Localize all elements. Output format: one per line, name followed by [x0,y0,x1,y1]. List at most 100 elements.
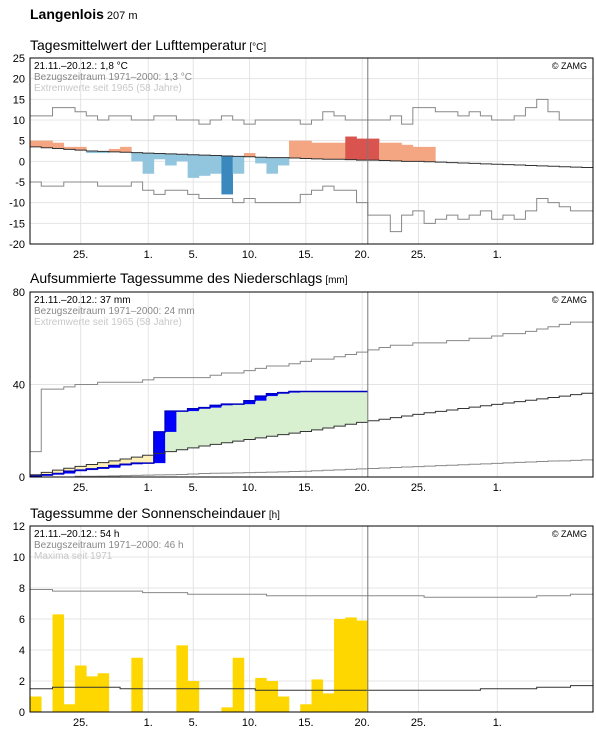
temp-anomaly-bar [52,142,65,149]
sun-daily-bar [75,665,87,712]
temp-xtick-label: 10. [242,249,257,261]
temp-anomaly-bar [108,148,121,152]
prec-deviation-area [311,391,324,430]
temp-ytick-label: 10 [13,115,25,127]
prec-xtick-label: 25. [411,482,426,494]
temp-info-line: Extremwerte seit 1965 (58 Jahre) [34,83,182,94]
temp-anomaly-bar [75,146,87,151]
sun-daily-bar [131,657,143,712]
temp-info-line: 21.11.–20.12.: 1,8 °C [34,61,128,72]
sun-daily-bar [187,681,200,712]
temp-xtick-label: 25. [73,249,88,261]
sun-copyright: © ZAMG [552,529,587,539]
prec-deviation-area [131,457,143,464]
prec-deviation-area [198,407,211,447]
precipitation-title-text: Aufsummierte Tagessumme des Niederschlag… [30,270,323,286]
sun-daily-bar [63,704,76,712]
prec-daily-increment [266,393,279,397]
prec-xtick-label: 5. [189,482,198,494]
sun-xtick-label: 25. [411,717,426,729]
sun-info-line: Bezugszeitraum 1971–2000: 46 h [34,540,184,551]
prec-deviation-area [41,472,53,475]
prec-daily-increment [153,431,166,464]
sun-xtick-label: 15. [298,717,313,729]
sun-daily-bar [97,673,110,712]
temp-ytick-label: 5 [19,136,25,148]
prec-deviation-area [300,391,312,432]
temp-anomaly-bar [322,142,335,160]
temp-anomaly-bar [131,152,143,162]
prec-copyright: © ZAMG [552,295,587,305]
temp-xtick-label: 20. [355,249,370,261]
temp-climate-mean-line [30,146,593,169]
temp-anomaly-bar [300,140,312,159]
prec-deviation-area [142,455,155,464]
temp-anomaly-bar [311,142,324,159]
prec-xtick-label: 1. [144,482,153,494]
prec-ytick-label: 80 [13,287,25,299]
sun-daily-bar [255,677,267,712]
prec-deviation-area [334,391,346,427]
prec-daily-increment [255,396,267,401]
sun-daily-bar [311,679,324,712]
sun-daily-bar [86,676,98,712]
prec-extreme-min-line [30,459,593,478]
temp-anomaly-bar [63,146,76,150]
sun-ytick-label: 2 [19,676,25,688]
sun-info-line: Maxima seit 1971 [34,551,113,562]
prec-deviation-area [86,464,98,469]
station-title: Langenlois 207 m [30,6,137,22]
sun-daily-bar [356,620,369,712]
prec-deviation-area [322,391,335,428]
sun-ytick-label: 0 [19,707,25,719]
prec-daily-increment [63,471,76,474]
prec-deviation-area [176,411,188,450]
temp-plot-border [29,57,594,245]
temp-anomaly-bar [277,157,290,166]
temp-ytick-label: -15 [9,218,25,230]
sun-daily-bar [334,619,346,712]
prec-deviation-area [356,391,369,423]
prec-deviation-area [108,460,121,466]
temp-anomaly-bar [412,146,425,162]
temp-copyright: © ZAMG [552,61,587,71]
temp-ytick-label: 15 [13,94,25,106]
temp-anomaly-bar [120,146,132,153]
precipitation-chart: 80 40 0 25. 1. 5. 10. 15. 20. 25. 1. © ZAMG 21.11.–2… [13,287,594,494]
temp-anomaly-bar [86,151,98,154]
station-elevation: 207 m [106,10,138,22]
prec-deviation-area [63,468,76,472]
prec-daily-increment [210,405,222,408]
temp-info-line: Bezugszeitraum 1971–2000: 1,3 °C [34,72,192,83]
temp-anomaly-bar [367,138,380,161]
prec-ytick-label: 40 [13,380,25,392]
prec-deviation-area [187,408,200,448]
prec-info-line: 21.11.–20.12.: 37 mm [34,295,131,306]
sun-ytick-label: 12 [13,521,25,533]
temp-anomaly-bar [198,155,211,176]
temp-extreme-max-line [30,98,593,125]
prec-xtick-label: 20. [355,482,370,494]
sun-ytick-label: 4 [19,645,25,657]
temp-ytick-label: 20 [13,74,25,86]
temp-xtick-label: 15. [298,249,313,261]
temp-ytick-label: 0 [19,156,25,168]
sun-xtick-label: 10. [242,717,257,729]
sun-plot-border [29,525,594,713]
sunshine-chart: 12 10 8 6 4 2 0 25. 1. 5. 10. 15. 20. 25. 1. © ZAMG 21.1… [13,521,594,729]
temp-anomaly-bar [401,144,414,162]
sun-xtick-label: 5. [189,717,198,729]
sun-climate-mean-line [30,685,593,691]
temp-anomaly-bar [176,154,188,162]
sun-daily-bar [232,657,245,712]
temp-anomaly-bar [30,140,42,147]
prec-plot-border [29,291,594,478]
prec-info-line: Bezugszeitraum 1971–2000: 24 mm [34,306,195,317]
sun-info-line: 21.11.–20.12.: 54 h [34,529,119,540]
prec-deviation-area [52,470,65,474]
prec-daily-increment [187,408,200,412]
temp-xtick-label: 1. [144,249,153,261]
station-name: Langenlois [30,6,104,22]
sun-xtick-label: 1. [493,717,502,729]
sun-ytick-label: 10 [13,552,25,564]
